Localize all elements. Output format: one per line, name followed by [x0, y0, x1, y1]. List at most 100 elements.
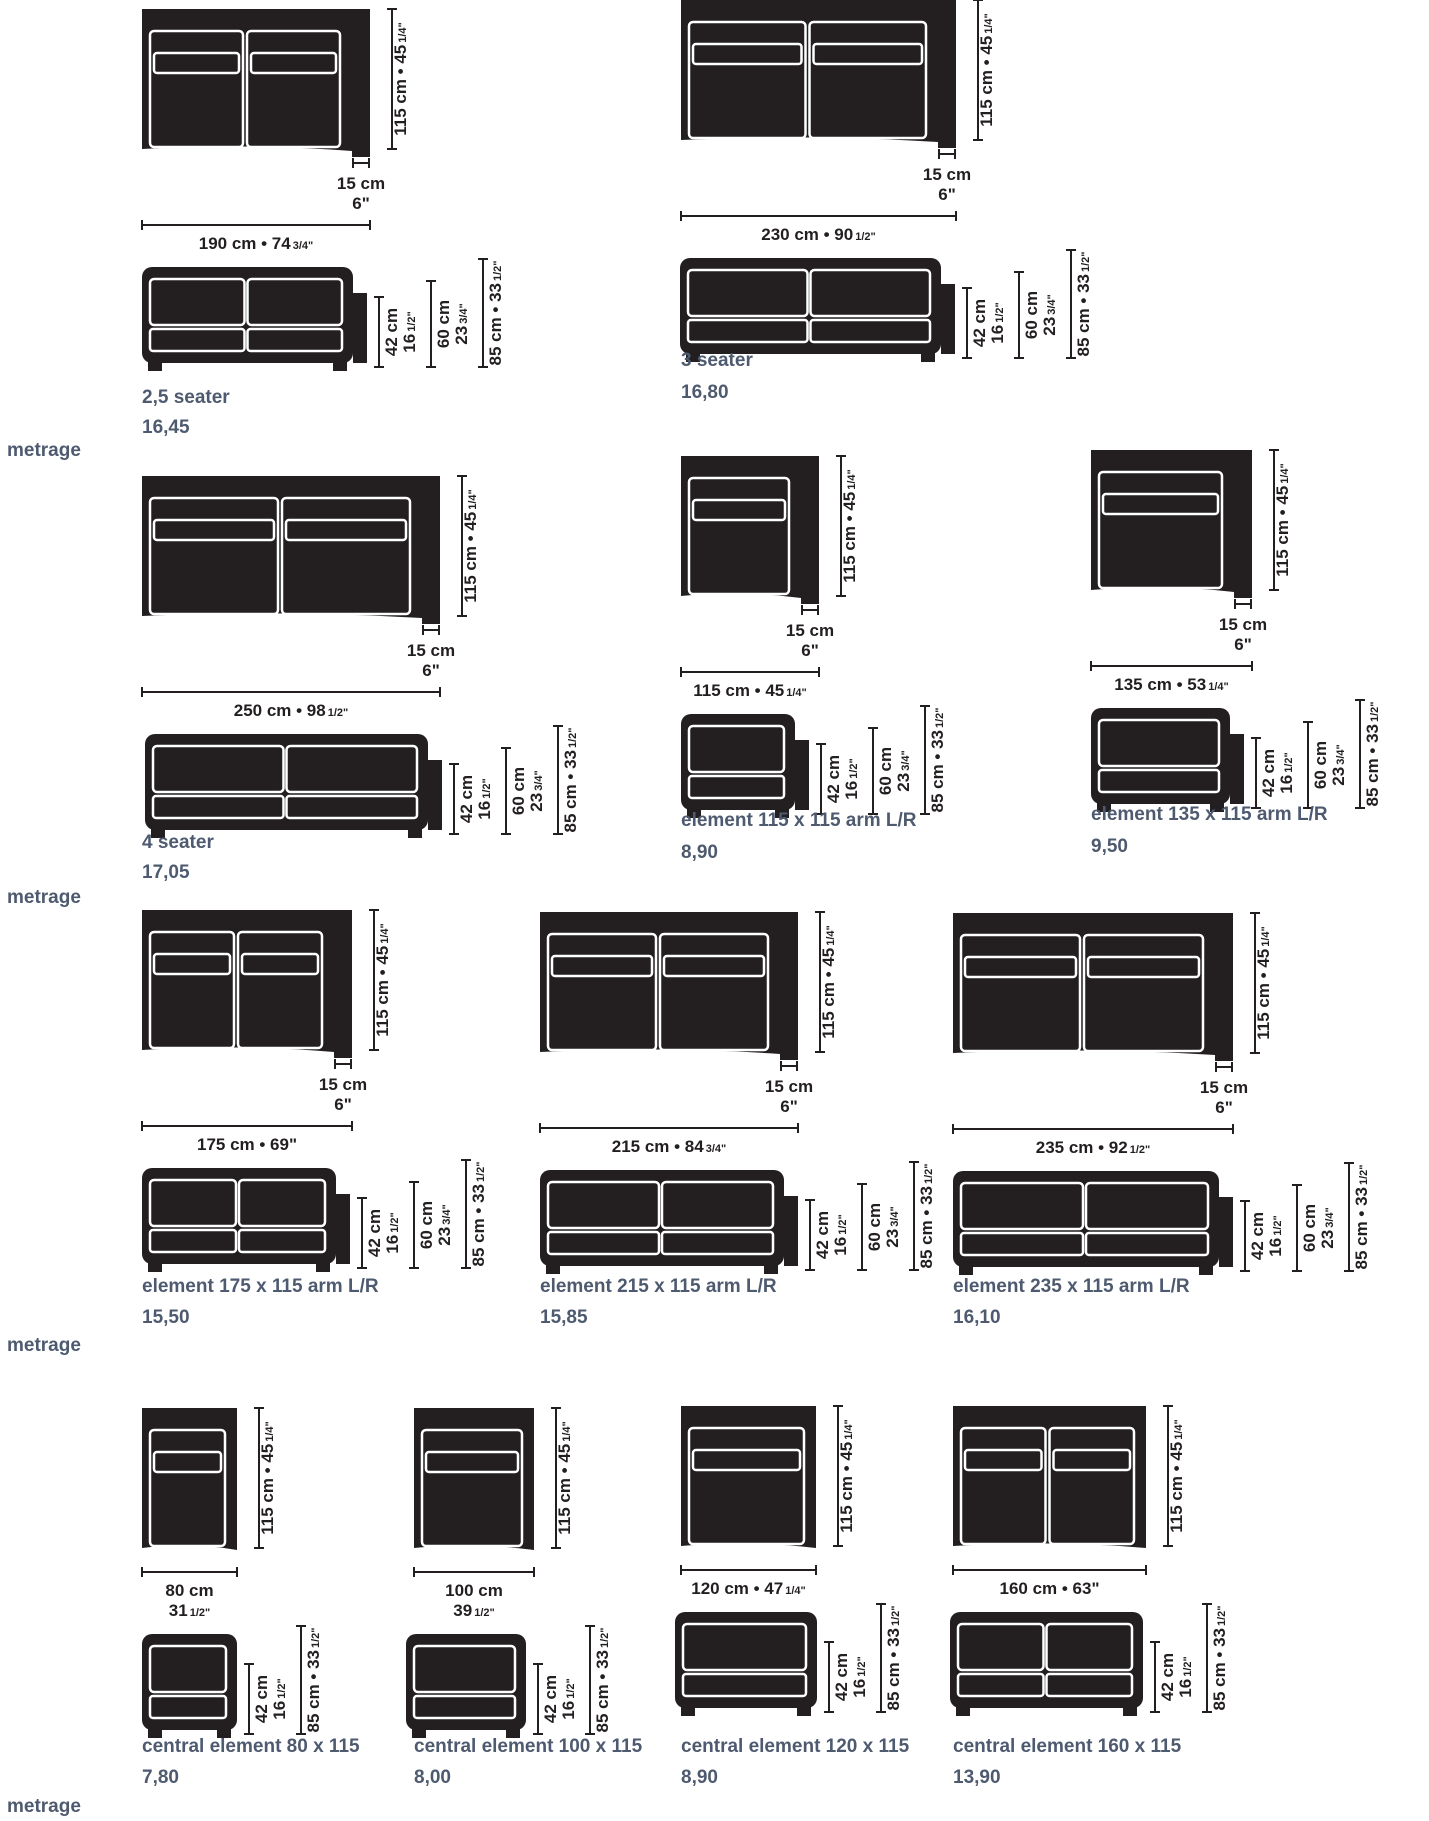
total-height-label: 85 cm • 331/2" — [1363, 701, 1382, 806]
arm-width-inch-label: 6" — [422, 661, 440, 680]
total-height-label: 85 cm • 331/2" — [917, 1163, 936, 1268]
dimension-line — [938, 149, 956, 159]
dimension-line — [374, 296, 384, 368]
depth-label: 115 cm • 451/4" — [840, 469, 859, 583]
product-name: element 135 x 115 arm L/R — [1091, 804, 1328, 825]
arm-height-inch-label: 233/4" — [1329, 744, 1348, 785]
arm-width-inch-label: 6" — [780, 1097, 798, 1116]
product-name: central element 100 x 115 — [414, 1736, 643, 1757]
total-height-label: 85 cm • 331/2" — [884, 1605, 903, 1710]
arm-width-inch-label: 6" — [938, 185, 956, 204]
arm-height-label: 60 cm — [509, 767, 528, 815]
depth-label: 115 cm • 451/4" — [461, 489, 480, 603]
dimension-line — [833, 1405, 843, 1547]
depth-label: 115 cm • 451/4" — [819, 925, 838, 1039]
dimension-line — [426, 280, 436, 368]
width-label: 115 cm • 45 1/4" — [693, 681, 807, 700]
dimension-line — [141, 1567, 238, 1577]
sofa-top-view — [1091, 450, 1252, 598]
sofa-top-view — [540, 912, 798, 1060]
arm-width-label: 15 cm — [786, 621, 834, 640]
product-name: central element 80 x 115 — [142, 1736, 360, 1757]
sofa-front-view — [953, 1171, 1233, 1275]
arm-width-inch-label: 6" — [1215, 1098, 1233, 1117]
metrage-value: 13,90 — [953, 1767, 1001, 1788]
dimension-line — [1303, 721, 1313, 809]
seat-height-label: 42 cm — [1158, 1653, 1177, 1701]
dimension-line — [680, 1565, 817, 1575]
seat-height-label: 42 cm — [252, 1675, 271, 1723]
dimension-line — [1215, 1062, 1233, 1072]
sofa-top-view — [142, 476, 440, 624]
seat-height-label: 42 cm — [1259, 749, 1278, 797]
width-label: 235 cm • 92 1/2" — [1036, 1138, 1150, 1157]
total-height-label: 85 cm • 331/2" — [486, 260, 505, 365]
metrage-value: 16,45 — [142, 417, 190, 438]
dimension-line — [369, 909, 379, 1051]
dimension-line — [501, 747, 511, 835]
metrage-value: 15,50 — [142, 1307, 190, 1328]
dimension-line — [334, 1059, 352, 1069]
sofa-top-view — [681, 456, 819, 604]
dimension-line — [1292, 1184, 1302, 1272]
dimension-line — [141, 220, 371, 230]
product-name: 4 seater — [142, 832, 214, 853]
total-height-label: 85 cm • 331/2" — [304, 1627, 323, 1732]
dimension-line — [1150, 1641, 1160, 1713]
seat-height-label: 42 cm — [365, 1209, 384, 1257]
seat-height-label: 42 cm — [1248, 1212, 1267, 1260]
arm-height-label: 60 cm — [1311, 741, 1330, 789]
arm-height-label: 60 cm — [1300, 1204, 1319, 1252]
metrage-value: 16,10 — [953, 1307, 1001, 1328]
arm-height-inch-label: 233/4" — [452, 303, 471, 344]
sofa-front-view — [145, 734, 442, 838]
dimension-line — [357, 1197, 367, 1269]
width-label: 175 cm • 69" — [197, 1135, 297, 1154]
arm-height-inch-label: 233/4" — [435, 1204, 454, 1245]
dimension-line — [952, 1124, 1234, 1134]
sofa-front-view — [675, 1612, 817, 1716]
dimension-line — [539, 1123, 799, 1133]
sofa-front-view — [681, 714, 809, 818]
product-name: central element 160 x 115 — [953, 1736, 1182, 1757]
product-name: element 235 x 115 arm L/R — [953, 1276, 1190, 1297]
arm-height-label: 60 cm — [876, 747, 895, 795]
seat-height-label: 42 cm — [824, 755, 843, 803]
dimension-line — [478, 258, 488, 368]
dimension-line — [1163, 1405, 1173, 1547]
total-height-label: 85 cm • 331/2" — [561, 727, 580, 832]
metrage-value: 15,85 — [540, 1307, 588, 1328]
seat-height-inch-label: 161/2" — [400, 311, 419, 352]
dimension-line — [801, 605, 819, 615]
width-label: 100 cm — [445, 1581, 503, 1600]
width-label: 230 cm • 90 1/2" — [761, 225, 875, 244]
arm-height-inch-label: 233/4" — [1040, 294, 1059, 335]
dimension-line — [857, 1183, 867, 1271]
sofa-top-view — [953, 913, 1233, 1061]
sofa-top-view — [142, 1408, 237, 1556]
seat-height-inch-label: 161/2" — [559, 1678, 578, 1719]
product-name: element 215 x 115 arm L/R — [540, 1276, 777, 1297]
depth-label: 115 cm • 451/4" — [555, 1421, 574, 1535]
product-name: 2,5 seater — [142, 387, 230, 408]
metrage-label-row-4: metrage — [7, 1796, 81, 1817]
arm-height-inch-label: 233/4" — [894, 750, 913, 791]
depth-label: 115 cm • 451/4" — [258, 1421, 277, 1535]
dimension-line — [1234, 599, 1252, 609]
arm-width-inch-label: 6" — [334, 1095, 352, 1114]
arm-height-inch-label: 233/4" — [1318, 1207, 1337, 1248]
width-label: 215 cm • 84 3/4" — [612, 1137, 726, 1156]
depth-label: 115 cm • 451/4" — [373, 923, 392, 1037]
total-height-label: 85 cm • 331/2" — [1074, 251, 1093, 356]
depth-label: 115 cm • 451/4" — [977, 13, 996, 127]
seat-height-inch-label: 161/2" — [1277, 752, 1296, 793]
dimension-line — [836, 455, 846, 597]
dimension-line — [909, 1161, 919, 1271]
dimension-line — [1202, 1603, 1212, 1713]
